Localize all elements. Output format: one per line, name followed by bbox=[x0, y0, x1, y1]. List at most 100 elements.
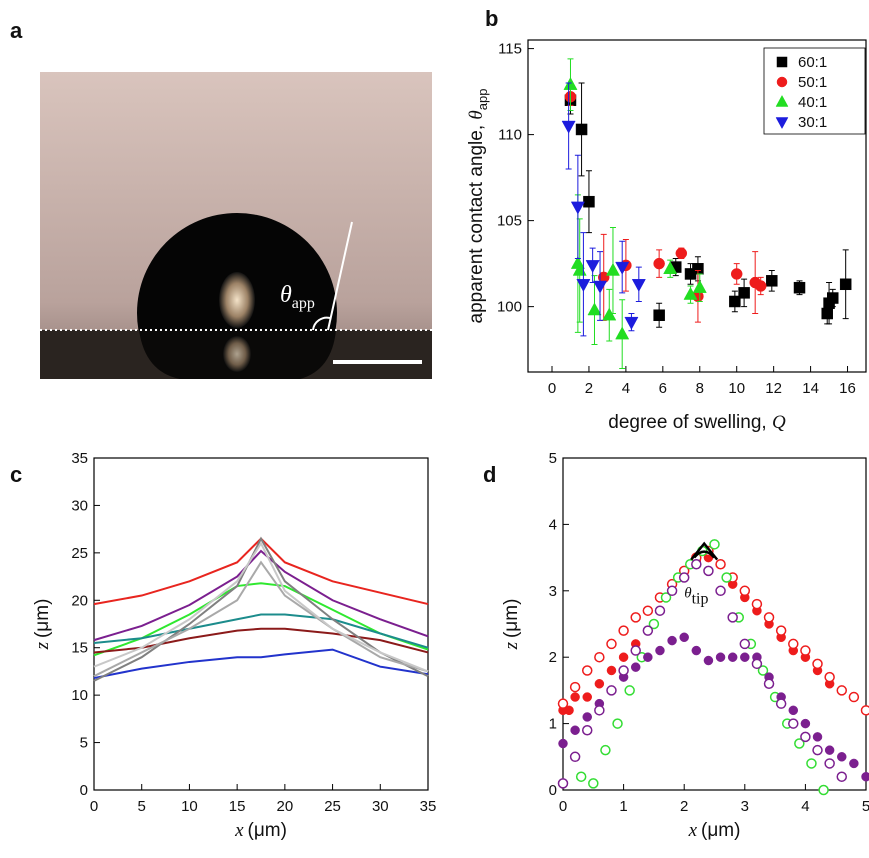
marker bbox=[606, 685, 617, 696]
marker bbox=[715, 585, 726, 597]
y-tick-label: 5 bbox=[80, 735, 88, 752]
marker bbox=[667, 635, 677, 646]
x-label-var: x bbox=[688, 820, 698, 841]
y-tick-label: 25 bbox=[71, 545, 88, 562]
marker bbox=[818, 784, 829, 796]
marker bbox=[727, 612, 738, 623]
marker bbox=[593, 280, 608, 294]
x-tick-label: 4 bbox=[622, 380, 630, 397]
marker bbox=[824, 745, 835, 755]
x-tick-label: 1 bbox=[619, 798, 627, 815]
marker bbox=[788, 638, 799, 650]
marker bbox=[570, 725, 580, 735]
marker bbox=[618, 625, 629, 636]
marker bbox=[727, 652, 738, 662]
angle-subscript: app bbox=[292, 295, 315, 312]
marker bbox=[703, 565, 714, 577]
marker bbox=[563, 77, 578, 90]
highlight-reflection bbox=[223, 336, 251, 372]
marker bbox=[757, 665, 769, 676]
marker bbox=[618, 652, 629, 662]
marker bbox=[763, 612, 775, 623]
marker bbox=[766, 275, 778, 287]
marker bbox=[821, 307, 833, 320]
data-line bbox=[93, 541, 429, 673]
marker bbox=[642, 605, 654, 616]
x-tick-label: 0 bbox=[90, 798, 98, 815]
marker bbox=[848, 691, 860, 703]
x-tick-label: 10 bbox=[728, 380, 745, 397]
marker bbox=[800, 731, 811, 743]
marker bbox=[675, 247, 688, 260]
marker bbox=[606, 665, 617, 676]
panel-label: b bbox=[485, 6, 498, 31]
data-line bbox=[93, 648, 429, 680]
marker bbox=[570, 201, 585, 215]
marker bbox=[654, 605, 666, 616]
marker bbox=[569, 751, 581, 763]
y-tick-label: 15 bbox=[71, 640, 88, 657]
y-tick-label: 2 bbox=[549, 649, 557, 666]
marker bbox=[576, 279, 591, 292]
tip-angle-mark bbox=[690, 541, 719, 561]
x-tick-label: 2 bbox=[680, 798, 688, 815]
marker bbox=[594, 679, 605, 689]
y-label-unit: (μm) bbox=[32, 599, 53, 638]
data-line bbox=[93, 613, 429, 649]
y-label-text: apparent contact angle, bbox=[466, 120, 487, 324]
x-label-var: Q bbox=[772, 412, 786, 433]
marker bbox=[666, 585, 678, 597]
marker bbox=[643, 652, 653, 662]
y-axis-label: z (μm) bbox=[32, 599, 53, 651]
y-tick-label: 5 bbox=[549, 450, 557, 467]
y-tick-label: 3 bbox=[549, 583, 557, 600]
panel-label: d bbox=[483, 462, 496, 487]
x-tick-label: 0 bbox=[559, 798, 567, 815]
y-label-var: z bbox=[501, 641, 522, 650]
droplet bbox=[137, 213, 337, 330]
marker bbox=[655, 645, 665, 656]
marker bbox=[721, 572, 732, 583]
legend-marker bbox=[776, 76, 788, 88]
marker bbox=[575, 771, 587, 782]
y-tick-label: 105 bbox=[497, 213, 522, 230]
marker bbox=[691, 645, 702, 656]
marker bbox=[581, 665, 593, 676]
marker bbox=[630, 662, 641, 672]
marker bbox=[624, 316, 639, 330]
x-label-unit: (μm) bbox=[701, 820, 740, 841]
marker bbox=[615, 261, 630, 275]
y-tick-label: 100 bbox=[497, 299, 522, 316]
highlight bbox=[219, 272, 255, 328]
marker bbox=[709, 539, 720, 550]
marker bbox=[585, 260, 600, 274]
marker bbox=[569, 681, 581, 693]
x-tick-label: 12 bbox=[765, 380, 782, 397]
panel-label: c bbox=[10, 462, 22, 487]
legend-label: 60:1 bbox=[798, 54, 827, 71]
marker bbox=[606, 638, 617, 650]
y-axis-label: apparent contact angle, θapp bbox=[466, 89, 490, 324]
marker bbox=[763, 678, 775, 690]
y-tick-label: 35 bbox=[71, 450, 88, 467]
marker bbox=[583, 195, 595, 208]
x-tick-label: 4 bbox=[801, 798, 809, 815]
marker bbox=[739, 638, 751, 650]
marker bbox=[839, 278, 852, 291]
legend-marker bbox=[776, 56, 788, 68]
marker bbox=[740, 652, 750, 662]
marker bbox=[812, 744, 823, 756]
marker bbox=[861, 771, 869, 782]
marker bbox=[812, 658, 823, 670]
marker bbox=[570, 692, 580, 702]
marker bbox=[582, 712, 592, 722]
marker bbox=[800, 718, 811, 729]
marker bbox=[715, 558, 726, 570]
data-line bbox=[93, 537, 429, 606]
marker bbox=[575, 123, 588, 136]
angle-label: θapp bbox=[280, 282, 315, 312]
marker bbox=[806, 758, 817, 769]
x-axis-label: degree of swelling, Q bbox=[608, 412, 786, 433]
marker bbox=[605, 262, 620, 276]
legend-marker bbox=[775, 117, 789, 130]
